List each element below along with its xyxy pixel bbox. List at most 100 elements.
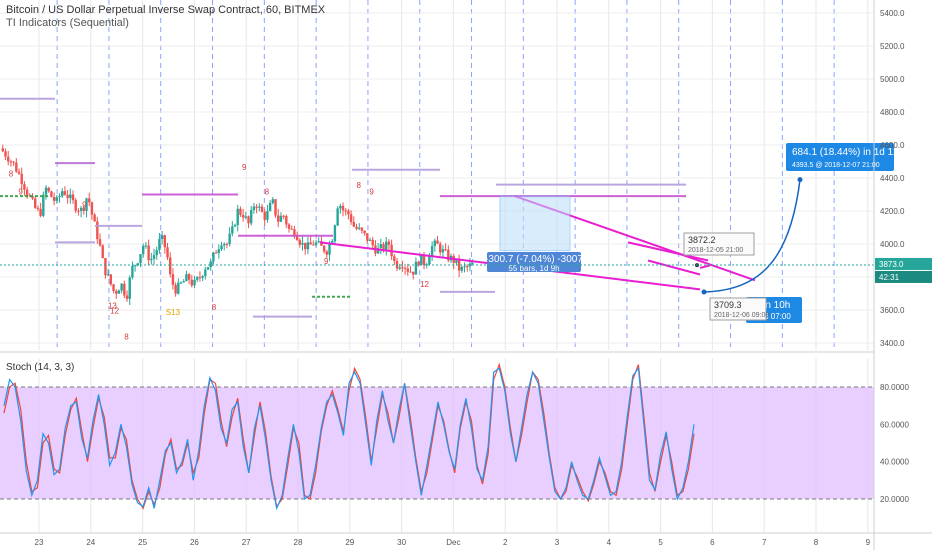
candle-body [371, 239, 374, 246]
time-tick: 7 [762, 538, 767, 547]
candle-body [25, 189, 29, 196]
indicator-title[interactable]: TI Indicators (Sequential) [6, 17, 129, 29]
candle-body [174, 284, 177, 294]
candle-body [339, 205, 342, 209]
stoch-tick: 80.0000 [880, 383, 909, 392]
candle-body [104, 258, 107, 276]
point-high-value: 3872.2 [688, 235, 716, 245]
candle-body [349, 214, 353, 223]
time-tick: 6 [710, 538, 715, 547]
candle-body [47, 187, 50, 192]
price-tick: 4200.0 [880, 207, 905, 216]
candle-body [217, 249, 221, 254]
candle-body [428, 256, 431, 265]
candle-body [204, 269, 207, 277]
price-tick: 5000.0 [880, 75, 905, 84]
partial-line2: -06 07:00 [757, 312, 791, 321]
price-tick: 4800.0 [880, 108, 905, 117]
symbol-title[interactable]: Bitcoin / US Dollar Perpetual Inverse Sw… [6, 4, 326, 16]
point-low-box [709, 297, 767, 321]
candle-body [66, 194, 69, 199]
point-high-date: 2018-12-05 21:00 [688, 247, 743, 254]
candle-body [50, 191, 53, 198]
candle-body [34, 198, 37, 208]
stoch-title[interactable]: Stoch (14, 3, 3) [6, 362, 75, 373]
candle-body [347, 210, 350, 215]
partial-line1: ) in 10h [757, 300, 790, 311]
candle-body [163, 235, 167, 248]
trendline [699, 264, 711, 269]
time-tick: 30 [397, 538, 406, 547]
candle-body [403, 267, 407, 269]
candle-body [430, 246, 434, 257]
candle-body [155, 250, 158, 256]
candle-body [358, 227, 361, 229]
candle-body [96, 221, 99, 240]
candle-body [274, 199, 277, 216]
candle-body [398, 267, 401, 269]
candle-body [441, 249, 445, 253]
range-label-box [487, 252, 581, 272]
candle-body [160, 235, 164, 240]
candle-body [336, 208, 339, 226]
candle-body [212, 252, 215, 262]
candle-body [304, 242, 307, 250]
stoch-tick: 20.0000 [880, 495, 909, 504]
price-tick: 4000.0 [880, 240, 905, 249]
price-pane [0, 97, 686, 318]
candle-body [17, 171, 21, 174]
candle-body [355, 226, 358, 229]
candle-body [1, 148, 5, 152]
candle-body [236, 208, 239, 225]
candle-body [279, 215, 283, 222]
range-sub: 55 bars, 1d 9h [508, 264, 559, 273]
candle-body [363, 230, 366, 234]
candle-body [214, 252, 218, 254]
candle-body [460, 266, 464, 271]
candle-body [241, 214, 245, 218]
candle-body [201, 276, 204, 278]
candle-body [436, 240, 439, 244]
candle-body [12, 161, 15, 163]
candle-body [171, 274, 175, 285]
price-tick: 5200.0 [880, 42, 905, 51]
candle-body [55, 197, 59, 201]
seq-count: 12 [110, 306, 119, 315]
candle-body [106, 274, 110, 276]
candle-body [85, 198, 88, 211]
candle-body [341, 205, 345, 211]
candle-body [88, 198, 91, 203]
candle-body [382, 244, 385, 250]
candle-body [333, 225, 337, 242]
candle-body [455, 260, 458, 263]
candle-body [433, 240, 437, 247]
candle-body [209, 261, 212, 268]
time-tick: 9 [866, 538, 871, 547]
projection-curve [703, 179, 801, 293]
candle-body [244, 216, 248, 218]
candle-body [125, 295, 129, 299]
candle-body [331, 241, 334, 245]
candle-body [393, 256, 396, 261]
candle-body [282, 215, 285, 217]
trendline [627, 241, 709, 262]
candle-body [187, 274, 191, 280]
projection-label: 684.1 (18.44%) in 1d 12h [792, 147, 904, 158]
candle-body [379, 244, 383, 249]
candle-body [287, 224, 291, 229]
candle-body [42, 194, 45, 216]
projection-origin [701, 289, 707, 295]
candle-body [277, 215, 280, 222]
candle-body [255, 206, 258, 208]
candle-body [179, 282, 183, 284]
price-tick: 4400.0 [880, 174, 905, 183]
candle-body [417, 261, 420, 265]
point-low-value: 3709.3 [714, 300, 742, 310]
seq-count: 9 [242, 163, 247, 172]
candle-body [368, 239, 372, 241]
candle-body [312, 244, 315, 246]
price-tick: 5400.0 [880, 9, 905, 18]
candle-body [9, 161, 13, 163]
candle-body [58, 196, 61, 198]
